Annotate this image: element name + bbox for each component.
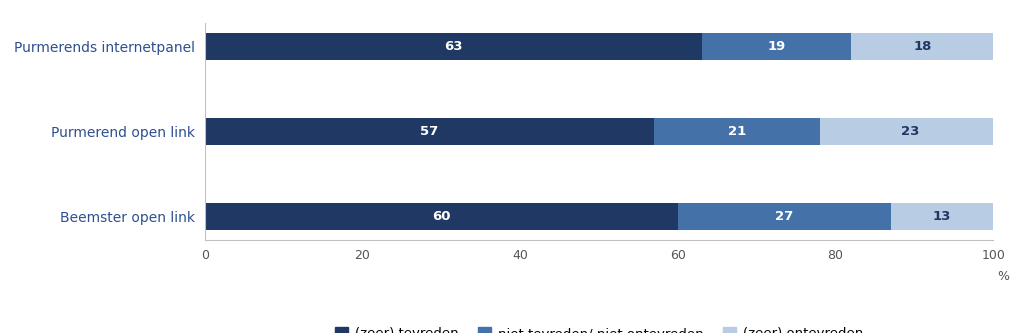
Text: 21: 21 [728,125,746,138]
Bar [701,33,851,60]
Bar [205,118,654,145]
Text: 27: 27 [775,210,794,223]
Text: 60: 60 [432,210,451,223]
Text: 23: 23 [901,125,920,138]
Text: %: % [997,270,1010,283]
Text: 18: 18 [913,40,932,53]
Text: 13: 13 [933,210,951,223]
Bar [678,203,891,230]
Bar [891,203,993,230]
Bar [820,118,1001,145]
Bar [654,118,820,145]
Text: 63: 63 [444,40,463,53]
Bar [205,33,701,60]
Bar [851,33,993,60]
Text: 19: 19 [767,40,785,53]
Bar [205,203,678,230]
Legend: (zeer) tevreden, niet tevreden/ niet ontevreden, (zeer) ontevreden: (zeer) tevreden, niet tevreden/ niet ont… [330,322,868,333]
Text: 57: 57 [421,125,438,138]
